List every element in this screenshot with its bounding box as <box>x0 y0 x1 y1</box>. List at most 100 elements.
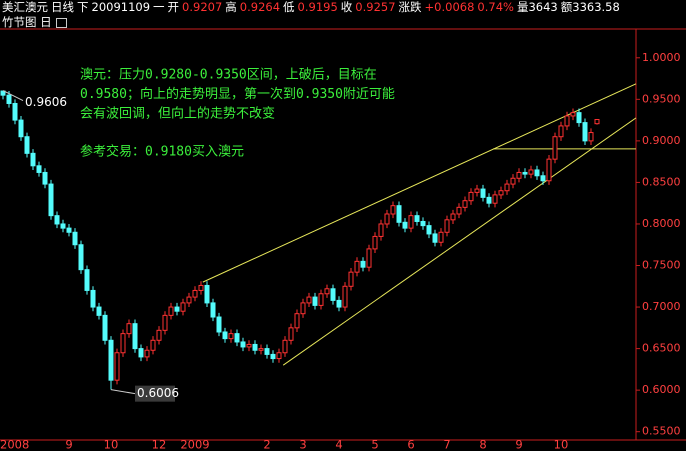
candle-body <box>540 175 546 182</box>
candle-body <box>414 215 420 222</box>
x-tick-label: 2009 <box>180 438 209 451</box>
x-tick-label: 10 <box>104 438 119 451</box>
candle-body <box>108 339 114 381</box>
candle-body <box>474 188 480 193</box>
candle-body <box>444 219 450 233</box>
candle-body <box>192 289 198 298</box>
trend-line <box>202 83 637 283</box>
header-field: 额3363.58 <box>560 0 620 14</box>
candle-body <box>168 306 174 316</box>
annotation: 会有波回调，但向上的走势不改变 <box>80 106 275 122</box>
x-tick-label: 12 <box>152 438 167 451</box>
y-tick-label: 0.6000 <box>642 383 681 396</box>
candle-body <box>42 171 48 185</box>
x-tick-label: 3 <box>299 438 306 451</box>
header-field: 收 <box>340 0 353 14</box>
x-tick-label: 9 <box>515 438 522 451</box>
candle-body <box>588 132 594 142</box>
candle-body <box>90 289 96 308</box>
candle-body <box>198 284 204 291</box>
x-tick-label: 10 <box>554 438 569 451</box>
candle-body <box>366 248 372 268</box>
candle-body <box>144 349 150 358</box>
candle-body <box>468 191 474 202</box>
candle-body <box>528 169 534 175</box>
candle-body <box>204 284 210 304</box>
candle-body <box>24 136 30 154</box>
candle-body <box>288 327 294 341</box>
candle-body <box>546 158 552 182</box>
candle-body <box>60 223 66 229</box>
period[interactable]: 日 <box>40 15 52 29</box>
candle-body <box>84 269 90 291</box>
y-tick-label: 0.9000 <box>642 134 681 147</box>
candle-body <box>228 333 234 340</box>
candle-body <box>324 288 330 295</box>
x-tick-label: 8 <box>479 438 486 451</box>
candle-body <box>6 94 12 104</box>
candle-body <box>126 323 132 335</box>
candle-body <box>390 205 396 215</box>
header-field: 20091109 <box>91 0 151 14</box>
header-field: 量3643 <box>516 0 558 14</box>
candle-body <box>162 314 168 331</box>
annotation: 0.9580；向上的走势明显，第一次到0.9350附近可能 <box>80 86 395 102</box>
candle-body <box>336 299 342 308</box>
candle-body <box>354 260 360 273</box>
candle-body <box>498 190 504 196</box>
x-tick-label: 4 <box>335 438 342 451</box>
candle-body <box>594 119 600 125</box>
candle-body <box>426 225 432 235</box>
candle-body <box>330 288 336 301</box>
candle-body <box>480 188 486 198</box>
candle-body <box>396 205 402 223</box>
candle-body <box>264 348 270 355</box>
header-field: 日线 <box>51 0 74 14</box>
quote-header: 美汇澳元 日线下 20091109 一开 0.9207 高 0.9264 低 0.9195 收 0.… <box>2 0 623 15</box>
candle-body <box>450 213 456 221</box>
candle-body <box>150 339 156 351</box>
candle-body <box>432 233 438 243</box>
candle-body <box>48 183 54 217</box>
candle-body <box>306 296 312 304</box>
header-field: 开 <box>167 0 180 14</box>
candle-body <box>342 285 348 308</box>
candle-body <box>186 296 192 304</box>
toolbar-icon[interactable] <box>55 17 67 28</box>
candle-body <box>276 352 282 360</box>
trend-line <box>282 117 637 366</box>
candle-body <box>240 341 246 348</box>
high-label: 0.9606 <box>25 95 67 109</box>
candle-body <box>534 169 540 177</box>
extreme-leader <box>110 389 136 395</box>
header-field: 0.9264 <box>239 0 281 14</box>
candle-body <box>408 215 414 229</box>
candle-body <box>234 333 240 343</box>
candle-body <box>456 206 462 215</box>
candle-body <box>492 194 498 204</box>
candle-body <box>18 119 24 138</box>
candle-body <box>258 348 264 351</box>
y-tick-label: 0.6500 <box>642 342 681 355</box>
header-field: +0.0068 <box>424 0 475 14</box>
candle-body <box>348 271 354 287</box>
candle-body <box>174 306 180 312</box>
candle-body <box>462 200 468 208</box>
y-tick-label: 0.7000 <box>642 300 681 313</box>
candle-body <box>522 171 528 175</box>
label-bg <box>135 385 175 402</box>
x-tick-label: 5 <box>371 438 378 451</box>
candle-body <box>36 165 42 173</box>
candle-body <box>300 302 306 315</box>
y-tick-label: 0.8000 <box>642 217 681 230</box>
extreme-leader <box>2 90 24 101</box>
trade-note: 参考交易：0.9180买入澳元 <box>80 144 244 160</box>
candle-body <box>420 220 426 227</box>
x-tick-label: 9 <box>65 438 72 451</box>
candle-body <box>318 293 324 306</box>
candle-body <box>372 235 378 250</box>
toolbar: 竹节图 日 <box>2 16 71 29</box>
y-tick-label: 0.7500 <box>642 259 681 272</box>
header-field: 下 <box>77 0 89 14</box>
